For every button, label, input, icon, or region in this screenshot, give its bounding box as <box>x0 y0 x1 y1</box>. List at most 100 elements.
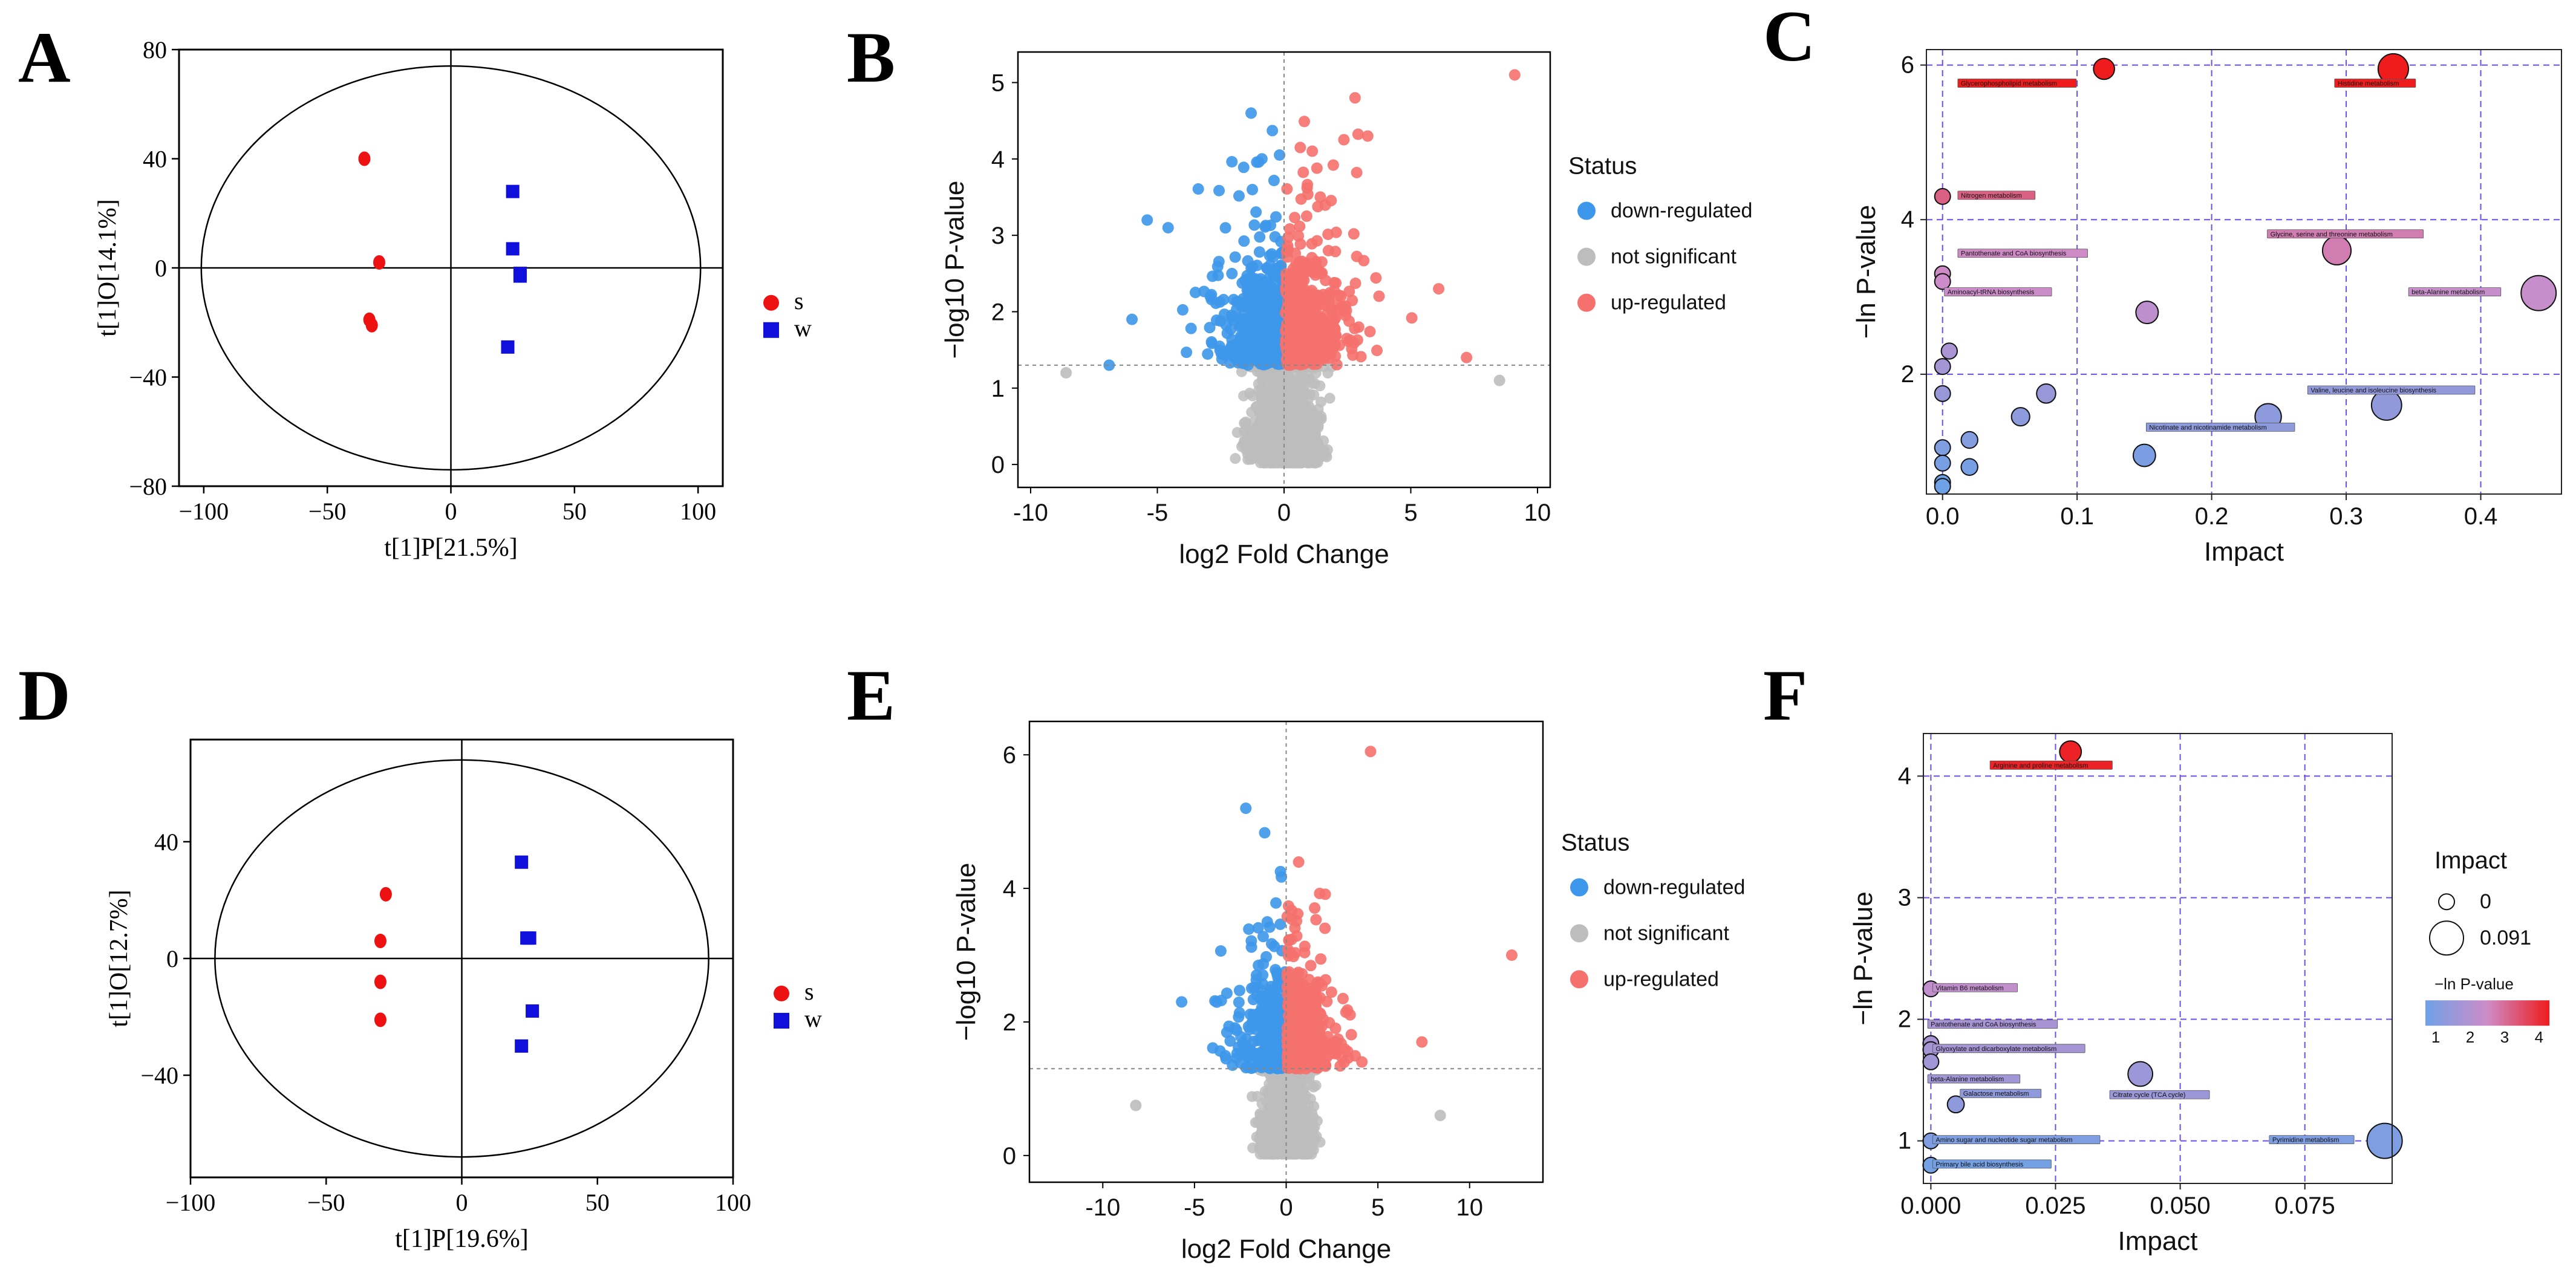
data-point-w <box>513 269 527 283</box>
pathway-label: Pantothenate and CoA biosynthesis <box>1931 1021 2036 1029</box>
point-up-regulated <box>1325 986 1337 998</box>
point-up-regulated <box>1281 183 1293 195</box>
point-outlier <box>1130 1099 1142 1111</box>
x-tick-label: 0.075 <box>2275 1193 2335 1219</box>
point-up-regulated <box>1330 226 1342 238</box>
point-up-regulated <box>1300 210 1312 222</box>
pathway-bubble <box>2036 383 2056 404</box>
pathway-label-box <box>2267 229 2424 239</box>
point-up-regulated <box>1293 856 1305 868</box>
pathway-label: Glycerophospholipid metabolism <box>1961 80 2057 88</box>
point-down-regulated <box>1250 206 1262 218</box>
x-tick-label: −50 <box>308 498 347 525</box>
point-up-regulated <box>1299 946 1311 958</box>
point-down-regulated <box>1211 261 1224 273</box>
point-up-regulated <box>1302 178 1314 190</box>
point-up-regulated <box>1352 321 1365 333</box>
pathway-label-box <box>1989 760 2113 770</box>
point-up-regulated <box>1406 312 1418 324</box>
color-legend-bar <box>2425 1000 2549 1026</box>
point-down-regulated <box>1242 351 1254 363</box>
point-down-regulated <box>1268 268 1280 281</box>
point-up-regulated <box>1306 145 1319 157</box>
point-up-regulated <box>1289 212 1301 224</box>
data-point-w <box>523 931 536 945</box>
pathway-bubble <box>2132 443 2156 467</box>
point-down-regulated <box>1268 356 1280 368</box>
pathway-label: Glyoxylate and dicarboxylate metabolism <box>1935 1046 2056 1053</box>
point-not-significant <box>1283 455 1294 467</box>
point-down-regulated <box>1225 342 1237 354</box>
size-legend-min: 0 <box>2480 890 2491 913</box>
point-not-significant <box>1303 401 1315 412</box>
point-not-significant <box>1254 418 1265 430</box>
point-up-regulated <box>1293 995 1305 1007</box>
point-not-significant <box>1270 1144 1282 1155</box>
point-down-regulated <box>1212 269 1224 281</box>
point-down-regulated <box>1233 984 1245 997</box>
x-tick-label: 0 <box>456 1189 468 1216</box>
point-down-regulated <box>1264 250 1276 262</box>
point-down-regulated <box>1267 125 1279 137</box>
point-up-regulated <box>1281 980 1293 992</box>
pathway-label: Vitamin B6 metabolism <box>1935 984 2003 992</box>
color-legend-tick: 2 <box>2466 1028 2474 1046</box>
x-tick-label: 0.3 <box>2329 503 2363 530</box>
point-not-significant <box>1263 405 1274 417</box>
point-up-regulated <box>1293 269 1305 281</box>
point-up-regulated <box>1289 922 1301 934</box>
x-tick-label: 0.1 <box>2060 503 2094 530</box>
point-down-regulated <box>1255 1034 1267 1046</box>
pathway-label-box <box>1927 1020 2058 1029</box>
point-up-regulated <box>1337 992 1349 1004</box>
legend-label: down-regulated <box>1611 200 1752 223</box>
pathway-bubble <box>1934 385 1951 402</box>
point-outlier <box>1361 130 1374 142</box>
point-up-regulated <box>1310 1000 1322 1012</box>
point-not-significant <box>1299 1115 1311 1127</box>
panel-letter-C: C <box>1763 0 1816 76</box>
x-axis-label: Impact <box>2204 537 2284 567</box>
y-tick-label: 2 <box>1003 1009 1016 1036</box>
size-legend-large <box>2429 920 2464 956</box>
point-down-regulated <box>1268 336 1280 348</box>
point-up-regulated <box>1327 159 1339 171</box>
point-not-significant <box>1280 1134 1292 1145</box>
point-up-regulated <box>1351 250 1363 262</box>
point-up-regulated <box>1288 951 1300 963</box>
data-point-s <box>373 255 385 270</box>
y-tick-label: 2 <box>991 299 1005 325</box>
x-tick-label: 0 <box>445 498 457 525</box>
point-down-regulated <box>1226 267 1238 279</box>
point-up-regulated <box>1292 969 1304 981</box>
point-up-regulated <box>1290 311 1302 324</box>
color-legend-tick: 1 <box>2431 1028 2440 1046</box>
point-not-significant <box>1292 1086 1303 1098</box>
point-outlier <box>1493 374 1505 386</box>
y-tick-label: −40 <box>140 1062 178 1089</box>
point-up-regulated <box>1282 239 1294 252</box>
pathway-label: Nicotinate and nicotinamide metabolism <box>2149 424 2266 431</box>
point-up-regulated <box>1289 290 1301 302</box>
pathway-label: Nitrogen metabolism <box>1961 192 2022 200</box>
point-up-regulated <box>1311 162 1323 174</box>
point-up-regulated <box>1315 953 1327 965</box>
point-not-significant <box>1293 425 1304 436</box>
pathway-label-box <box>1957 249 2088 258</box>
y-tick-label: 2 <box>1901 361 1914 388</box>
pathway-bubble <box>2059 740 2082 764</box>
point-down-regulated <box>1264 1015 1276 1027</box>
x-tick-label: −100 <box>179 498 229 525</box>
point-up-regulated <box>1295 1018 1307 1030</box>
point-outlier <box>1240 802 1252 815</box>
point-up-regulated <box>1286 1045 1299 1057</box>
point-up-regulated <box>1308 1045 1320 1057</box>
legend-label: up-regulated <box>1603 968 1719 991</box>
data-point-s <box>365 317 378 333</box>
point-up-regulated <box>1308 266 1320 278</box>
y-axis-label: t[1]O[12.7%] <box>105 890 133 1027</box>
point-up-regulated <box>1283 1032 1296 1044</box>
point-down-regulated <box>1258 334 1270 347</box>
point-down-regulated <box>1260 276 1273 288</box>
